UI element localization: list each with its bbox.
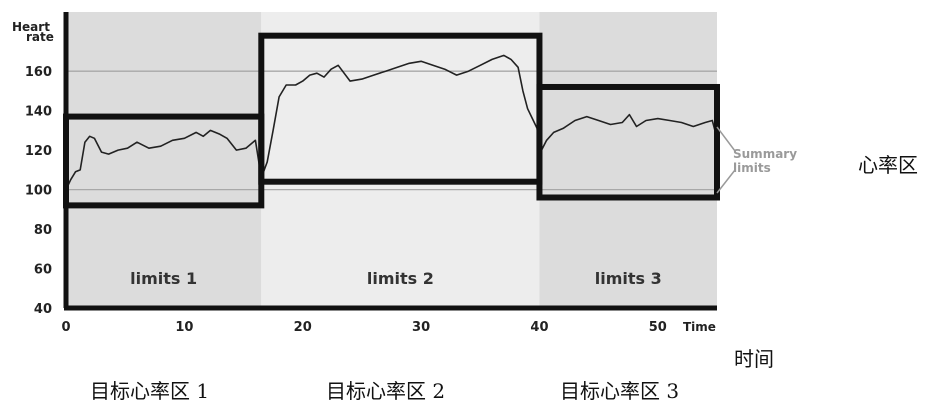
- y-tick-label-140: 140: [25, 105, 52, 120]
- x-tick-label-50: 50: [649, 320, 667, 335]
- y-tick-label-100: 100: [25, 184, 52, 199]
- tick-labels: 40 60 80 100 120 140 160 0 10 20 30 40 50: [25, 65, 667, 335]
- cn-time-label: 时间: [734, 347, 774, 371]
- summary-label-line1: Summary: [733, 147, 797, 161]
- y-axis-title-line1: Heart: [12, 20, 50, 34]
- x-axis-title: Time: [683, 320, 716, 334]
- summary-connector-upper: [716, 126, 736, 152]
- zone-background-1: [66, 12, 262, 308]
- zone-3-label: limits 3: [595, 269, 662, 288]
- y-tick-label-160: 160: [25, 65, 52, 80]
- y-tick-label-60: 60: [34, 263, 52, 278]
- zone-2-label: limits 2: [367, 269, 434, 288]
- zone-background-2: [261, 12, 540, 308]
- x-tick-label-20: 20: [294, 320, 312, 335]
- x-tick-label-0: 0: [61, 320, 70, 335]
- summary-limits-annotation: Summary limits: [716, 126, 797, 194]
- y-tick-label-40: 40: [34, 302, 52, 317]
- axes: [63, 12, 717, 311]
- reference-lines: [66, 70, 717, 191]
- x-tick-label-30: 30: [412, 320, 430, 335]
- summary-connector-lower: [716, 169, 736, 194]
- heart-rate-series-line: [65, 54, 718, 190]
- zone-background-3: [539, 12, 717, 308]
- y-tick-label-120: 120: [25, 144, 52, 159]
- zone-labels: limits 1 limits 2 limits 3: [130, 269, 662, 288]
- summary-label-line2: limits: [733, 161, 771, 175]
- cn-zone-1-label: 目标心率区 1: [90, 379, 209, 403]
- cn-heart-rate-zone-label: 心率区: [858, 153, 918, 177]
- y-tick-label-80: 80: [34, 223, 52, 238]
- cn-zone-3-label: 目标心率区 3: [560, 379, 679, 403]
- zone-1-label: limits 1: [130, 269, 197, 288]
- series-layer: [65, 54, 718, 190]
- x-tick-label-40: 40: [530, 320, 548, 335]
- y-axis-title-line2: rate: [26, 30, 54, 44]
- zone-backgrounds: [66, 12, 717, 308]
- cn-zone-2-label: 目标心率区 2: [326, 379, 445, 403]
- x-tick-label-10: 10: [175, 320, 193, 335]
- zone-3-limits-box: [536, 83, 720, 201]
